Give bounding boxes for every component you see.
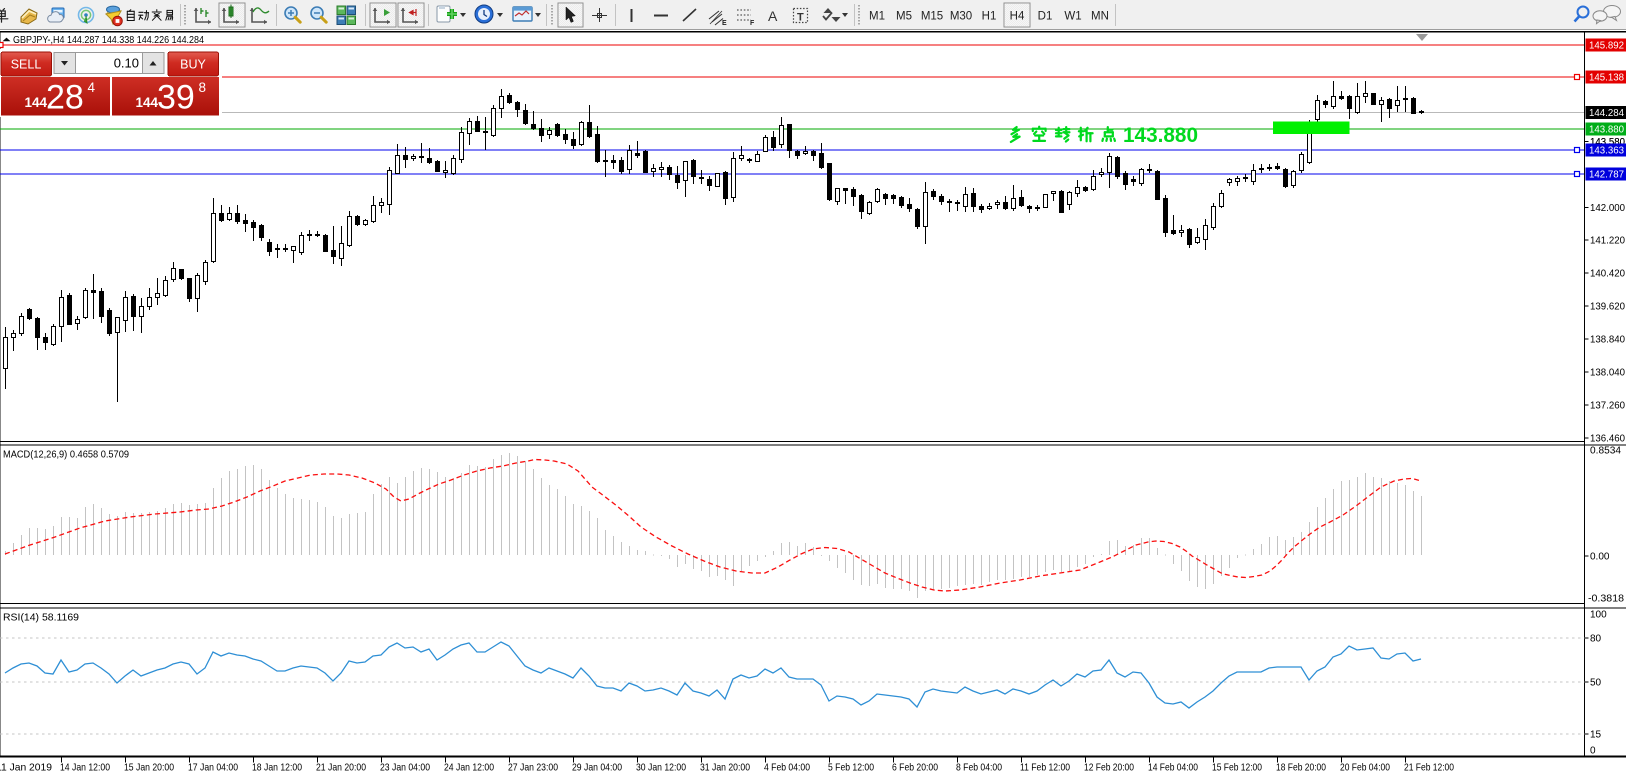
svg-text:28: 28 (46, 79, 84, 117)
svg-text:15 Feb 12:00: 15 Feb 12:00 (1212, 762, 1262, 774)
svg-text:0.8534: 0.8534 (1590, 446, 1621, 457)
svg-text:4: 4 (88, 80, 96, 95)
svg-text:143.880: 143.880 (1589, 125, 1624, 136)
svg-text:0.00: 0.00 (1590, 552, 1610, 563)
svg-text:17 Jan 04:00: 17 Jan 04:00 (188, 762, 238, 774)
svg-text:12 Feb 20:00: 12 Feb 20:00 (1084, 762, 1134, 774)
svg-text:11 Feb 12:00: 11 Feb 12:00 (1020, 762, 1070, 774)
svg-text:27 Jan 23:00: 27 Jan 23:00 (508, 762, 558, 774)
svg-text:138.040: 138.040 (1590, 367, 1625, 378)
svg-text:15 Jan 20:00: 15 Jan 20:00 (124, 762, 174, 774)
svg-text:142.787: 142.787 (1589, 170, 1624, 181)
svg-text:GBPJPY-,H4 144.287 144.338 14: GBPJPY-,H4 144.287 144.338 144.226 144.2… (13, 34, 204, 46)
svg-text:145.892: 145.892 (1589, 41, 1624, 52)
svg-text:M30: M30 (950, 11, 972, 23)
svg-text:139.620: 139.620 (1590, 302, 1625, 313)
svg-text:5 Feb 12:00: 5 Feb 12:00 (828, 762, 874, 774)
svg-text:141.220: 141.220 (1590, 236, 1625, 247)
svg-text:F: F (750, 20, 755, 27)
svg-text:MN: MN (1091, 11, 1109, 23)
svg-text:D1: D1 (1038, 11, 1053, 23)
svg-text:14 Jan 12:00: 14 Jan 12:00 (60, 762, 110, 774)
svg-text:143.880: 143.880 (1123, 124, 1198, 147)
svg-text:30 Jan 12:00: 30 Jan 12:00 (636, 762, 686, 774)
svg-text:144: 144 (136, 95, 159, 110)
svg-text:24 Jan 12:00: 24 Jan 12:00 (444, 762, 494, 774)
svg-text:143.580: 143.580 (1590, 137, 1625, 148)
svg-text:T: T (797, 12, 804, 24)
svg-text:23 Jan 04:00: 23 Jan 04:00 (380, 762, 430, 774)
svg-text:H1: H1 (982, 11, 997, 23)
svg-text:8: 8 (199, 80, 207, 95)
svg-text:145.138: 145.138 (1589, 73, 1624, 84)
svg-text:39: 39 (157, 79, 195, 117)
svg-text:MACD(12,26,9) 0.4658 0.5709: MACD(12,26,9) 0.4658 0.5709 (3, 449, 129, 461)
svg-text:0.10: 0.10 (114, 56, 139, 71)
svg-text:143.363: 143.363 (1589, 146, 1624, 157)
svg-text:50: 50 (1590, 677, 1602, 688)
svg-text:W1: W1 (1064, 11, 1081, 23)
svg-text:A: A (768, 8, 778, 24)
svg-text:14 Feb 04:00: 14 Feb 04:00 (1148, 762, 1198, 774)
svg-text:BUY: BUY (180, 58, 206, 72)
svg-text:20 Feb 04:00: 20 Feb 04:00 (1340, 762, 1390, 774)
svg-text:8 Feb 04:00: 8 Feb 04:00 (956, 762, 1002, 774)
svg-text:18 Jan 12:00: 18 Jan 12:00 (252, 762, 302, 774)
svg-text:H4: H4 (1010, 11, 1025, 23)
svg-text:137.260: 137.260 (1590, 400, 1625, 411)
svg-text:80: 80 (1590, 633, 1602, 644)
svg-text:-0.3818: -0.3818 (1588, 594, 1624, 605)
svg-text:4 Feb 04:00: 4 Feb 04:00 (764, 762, 810, 774)
svg-text:E: E (722, 20, 727, 27)
svg-text:M1: M1 (869, 11, 885, 23)
svg-text:100: 100 (1590, 610, 1607, 621)
svg-text:M5: M5 (896, 11, 912, 23)
svg-text:144: 144 (25, 95, 48, 110)
svg-text:RSI(14) 58.1169: RSI(14) 58.1169 (3, 612, 79, 624)
svg-text:11 Jan 2019: 11 Jan 2019 (0, 762, 52, 774)
svg-text:6 Feb 20:00: 6 Feb 20:00 (892, 762, 938, 774)
svg-text:29 Jan 04:00: 29 Jan 04:00 (572, 762, 622, 774)
svg-text:15: 15 (1590, 729, 1602, 740)
svg-text:143.580: 143.580 (1590, 137, 1625, 148)
svg-text:M15: M15 (921, 11, 943, 23)
svg-text:142.000: 142.000 (1590, 203, 1625, 214)
svg-text:31 Jan 20:00: 31 Jan 20:00 (700, 762, 750, 774)
svg-text:21 Feb 12:00: 21 Feb 12:00 (1404, 762, 1454, 774)
svg-text:SELL: SELL (11, 58, 42, 72)
svg-text:21 Jan 20:00: 21 Jan 20:00 (316, 762, 366, 774)
svg-text:138.840: 138.840 (1590, 334, 1625, 345)
svg-text:0: 0 (1590, 746, 1596, 757)
svg-text:18 Feb 20:00: 18 Feb 20:00 (1276, 762, 1326, 774)
svg-text:136.460: 136.460 (1590, 434, 1625, 445)
svg-text:144.284: 144.284 (1589, 108, 1624, 119)
svg-text:140.420: 140.420 (1590, 269, 1625, 280)
